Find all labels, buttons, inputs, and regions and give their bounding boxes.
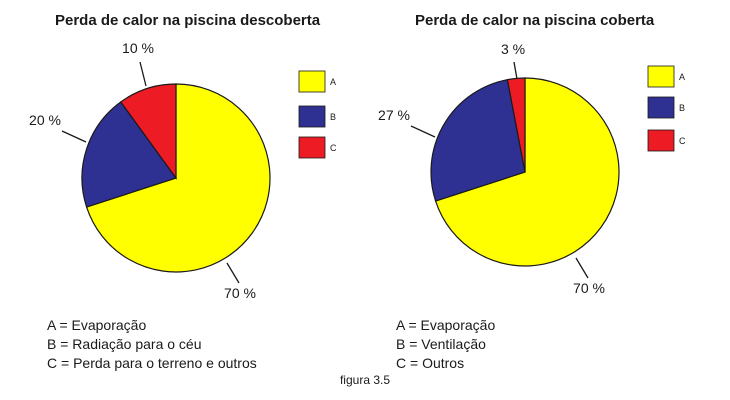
legend-swatch-b <box>298 105 326 128</box>
description-item-c: C = Outros <box>396 355 465 371</box>
description-item-b: B = Radiação para o céu <box>47 336 202 352</box>
description-item-b: B = Ventilação <box>396 336 486 352</box>
description-list-left: A = Evaporação B = Radiação para o céu C… <box>47 316 257 373</box>
description-list-right: A = Evaporação B = Ventilação C = Outros <box>396 316 495 373</box>
legend-swatch-a <box>298 70 326 93</box>
chart-title-left: Perda de calor na piscina descoberta <box>55 12 321 29</box>
leader-line-a <box>226 262 240 284</box>
leader-line-a <box>575 257 589 279</box>
legend-label-b: B <box>679 103 685 113</box>
data-label-c: 10 % <box>122 40 154 56</box>
legend-label-a: A <box>679 72 685 82</box>
legend-label-c: C <box>330 143 337 153</box>
legend-swatch-c <box>647 129 675 152</box>
description-item-c: C = Perda para o terreno e outros <box>47 355 257 371</box>
pie-slice-c <box>119 83 177 180</box>
pie-slice-b <box>81 101 177 208</box>
description-item-a: A = Evaporação <box>47 317 147 333</box>
pie-slice-a <box>85 83 271 273</box>
data-label-c: 3 % <box>501 41 525 57</box>
legend-label-b: B <box>330 112 336 122</box>
legend-swatch-a <box>647 65 675 88</box>
legend-swatch-c <box>298 136 326 159</box>
leader-line-b <box>61 130 87 143</box>
description-item-a: A = Evaporação <box>396 317 496 333</box>
leader-line-b <box>410 125 436 138</box>
chart-title-right: Perda de calor na piscina coberta <box>415 12 655 29</box>
pie-slice-b <box>430 78 526 202</box>
pie-chart-right: 70 % 27 % 3 % A B C <box>378 41 686 296</box>
pie-slice-a <box>434 77 620 267</box>
pie-chart-left: 70 % 20 % 10 % A B C <box>29 40 337 301</box>
legend-label-c: C <box>679 136 686 146</box>
legend-swatch-b <box>647 96 675 119</box>
figure-caption: figura 3.5 <box>339 373 391 387</box>
leader-line-c <box>513 61 518 80</box>
data-label-a: 70 % <box>224 285 256 301</box>
leader-line-c <box>139 61 147 87</box>
data-label-b: 27 % <box>378 107 410 123</box>
legend-label-a: A <box>330 77 336 87</box>
data-label-b: 20 % <box>29 112 61 128</box>
data-label-a: 70 % <box>573 280 605 296</box>
pie-slice-c <box>506 77 526 173</box>
